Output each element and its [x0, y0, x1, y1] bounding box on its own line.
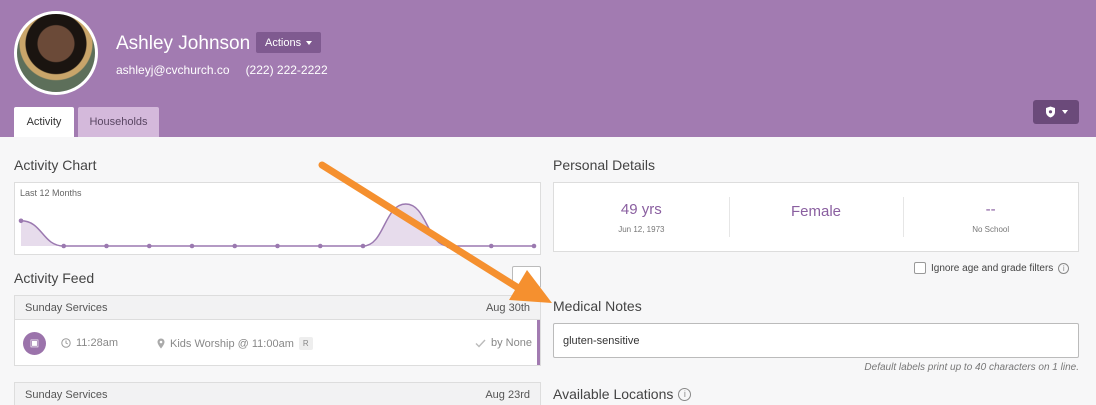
available-locations-heading: Available Locations i [553, 386, 692, 402]
grade-value: -- [985, 200, 996, 218]
clock-icon [61, 338, 71, 348]
chart-point[interactable] [446, 243, 451, 249]
school-value: No School [972, 224, 1010, 234]
grade-detail: -- No School [903, 183, 1078, 251]
birthdate-value: Jun 12, 1973 [618, 224, 665, 234]
chart-point[interactable] [360, 243, 366, 249]
map-pin-icon [157, 338, 165, 349]
tab-households[interactable]: Households [78, 107, 159, 137]
age-detail: 49 yrs Jun 12, 1973 [554, 183, 729, 251]
feed-card-header: Sunday Services Aug 23rd [15, 383, 540, 405]
chart-point[interactable] [531, 243, 537, 249]
ignore-filters-option: Ignore age and grade filters i [914, 262, 1070, 274]
profile-header: Ashley Johnson Actions ashleyj@cvchurch.… [0, 0, 1096, 137]
chart-point[interactable] [104, 243, 109, 249]
feed-card: Sunday Services Aug 30th ▣ 11:28am Kids … [14, 295, 541, 366]
chart-point[interactable] [488, 243, 494, 249]
activity-feed-title: Activity Feed [14, 270, 95, 286]
feed-location-text: Kids Worship @ 11:00am [170, 337, 294, 350]
bar-icon [526, 273, 529, 281]
feed-event-name: Sunday Services [25, 388, 108, 401]
info-icon[interactable]: i [678, 387, 692, 401]
activity-chart-plot [18, 203, 537, 249]
activity-chart-title: Activity Chart [14, 157, 97, 173]
profile-avatar[interactable] [14, 11, 98, 95]
medical-notes-input[interactable] [553, 323, 1079, 358]
checkin-kiosk-icon: ▣ [23, 332, 46, 355]
feed-event-date: Aug 30th [485, 301, 530, 314]
feed-card-body[interactable]: ▣ 11:28am Kids Worship @ 11:00am R by No… [15, 320, 540, 365]
activity-chart: Last 12 Months [14, 182, 541, 255]
feed-event-date: Aug 23rd [485, 388, 530, 401]
chevron-down-icon [306, 40, 313, 45]
gender-value: Female [790, 203, 842, 220]
available-locations-title: Available Locations [553, 386, 674, 402]
actions-label: Actions [265, 36, 302, 49]
chart-point[interactable] [146, 243, 152, 249]
chart-point[interactable] [189, 243, 195, 249]
feed-checkin-time: 11:28am [61, 337, 118, 349]
feed-time-text: 11:28am [76, 337, 118, 349]
profile-name: Ashley Johnson [116, 33, 251, 54]
ignore-filters-checkbox[interactable] [914, 262, 926, 274]
chart-area [21, 204, 534, 246]
chart-range-label: Last 12 Months [20, 188, 82, 198]
feed-checked-by: by None [475, 337, 532, 349]
info-icon[interactable]: i [1058, 262, 1070, 274]
contact-info: ashleyj@cvchurch.co (222) 222-2222 [116, 63, 328, 77]
permissions-menu-button[interactable] [1033, 100, 1079, 124]
registration-badge: R [298, 337, 313, 350]
age-value: 49 yrs [620, 200, 662, 218]
chart-point[interactable] [275, 243, 280, 249]
profile-email[interactable]: ashleyj@cvchurch.co [116, 63, 230, 77]
personal-details-box: 49 yrs Jun 12, 1973 Female -- No School [553, 182, 1079, 252]
feed-location: Kids Worship @ 11:00am R [157, 337, 313, 350]
chart-series-line [20, 203, 534, 247]
medical-notes-hint: Default labels print up to 40 characters… [864, 362, 1079, 373]
feed-event-name: Sunday Services [25, 301, 108, 314]
feed-view-toggle-button[interactable] [512, 266, 541, 288]
feed-card-header: Sunday Services Aug 30th [15, 296, 540, 320]
chart-point[interactable] [232, 243, 238, 249]
personal-details-title: Personal Details [553, 157, 655, 173]
feed-card: Sunday Services Aug 23rd [14, 382, 541, 405]
tab-activity[interactable]: Activity [14, 107, 74, 137]
medical-notes-title: Medical Notes [553, 298, 642, 314]
ignore-filters-label[interactable]: Ignore age and grade filters [931, 262, 1054, 274]
actions-button[interactable]: Actions [256, 32, 322, 53]
gender-detail: Female [728, 183, 904, 251]
chevron-down-icon [1061, 110, 1068, 114]
chart-point[interactable] [61, 243, 67, 249]
chart-point[interactable] [317, 243, 323, 249]
chart-point[interactable] [18, 218, 24, 224]
shield-icon [1045, 106, 1055, 118]
profile-phone[interactable]: (222) 222-2222 [245, 63, 328, 77]
check-icon [475, 339, 486, 348]
feed-checked-by-text: by None [491, 337, 532, 349]
